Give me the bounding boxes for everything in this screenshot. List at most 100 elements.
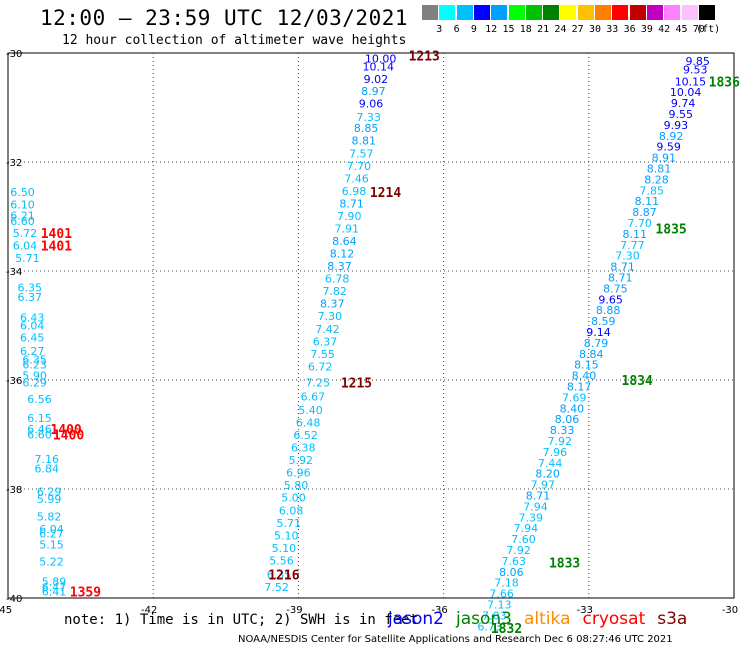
legend-tick-label: 15 <box>502 24 515 35</box>
wave-height-label: 7.91 <box>335 222 360 235</box>
wave-height-label: 8.91 <box>652 152 677 165</box>
wave-height-label: 5.89 <box>42 576 67 589</box>
wave-height-label: 8.71 <box>608 272 633 285</box>
wave-height-label: 6.04 <box>39 523 64 536</box>
wave-height-label: 8.40 <box>572 370 597 383</box>
wave-height-label: 6.41 <box>42 585 67 598</box>
wave-height-label: 7.30 <box>615 250 640 263</box>
wave-height-label: 8.11 <box>635 195 660 208</box>
wave-height-label: 6.67 <box>301 390 326 403</box>
wave-height-label: 7.92 <box>506 544 531 557</box>
wave-height-label: 8.71 <box>526 490 551 503</box>
wave-height-label: 6.60 <box>10 215 35 228</box>
legend-unit: (ft) <box>696 24 721 35</box>
wave-height-label: 6.37 <box>313 335 338 348</box>
time-label: 1833 <box>549 557 580 572</box>
wave-height-label: 7.33 <box>356 111 381 124</box>
wave-height-label: 8.71 <box>339 197 364 210</box>
wave-height-label: 7.97 <box>531 479 556 492</box>
wave-height-label: 5.10 <box>272 542 297 555</box>
wave-height-label: 6.72 <box>308 360 333 373</box>
legend-tick-label: 30 <box>588 24 602 35</box>
wave-height-label: 8.06 <box>499 566 524 579</box>
map-subtitle: 12 hour collection of altimeter wave hei… <box>62 33 407 48</box>
satellite-legend-cryosat: cryosat <box>582 609 646 629</box>
legend-swatch <box>560 5 577 20</box>
time-label: 1215 <box>341 377 372 392</box>
wave-height-label: 7.13 <box>487 599 512 612</box>
legend-swatch <box>664 5 681 20</box>
wave-height-label: 7.44 <box>538 457 563 470</box>
wave-height-label: 6.23 <box>22 359 47 372</box>
wave-height-label: 8.37 <box>320 298 345 311</box>
wave-height-label: 7.03 <box>482 609 507 622</box>
wave-height-label: 9.93 <box>664 119 689 132</box>
wave-height-label: 8.17 <box>567 381 592 394</box>
time-label: 1832 <box>491 622 522 637</box>
wave-height-label: 5.92 <box>289 454 314 467</box>
wave-height-label: 6.48 <box>296 417 321 430</box>
legend-swatch <box>698 5 715 20</box>
credits-line: NOAA/NESDIS Center for Satellite Applica… <box>238 634 673 645</box>
wave-height-label: 8.75 <box>603 282 628 295</box>
wave-height-label: 8.15 <box>574 359 599 372</box>
lon-tick-label: -36 <box>431 605 447 616</box>
wave-height-label: 7.82 <box>322 285 347 298</box>
legend-swatch <box>612 5 629 20</box>
legend-tick-label: 6 <box>453 24 460 35</box>
wave-height-label: 6.38 <box>291 442 316 455</box>
legend-swatch <box>525 5 542 20</box>
wave-height-label: 8.88 <box>596 304 621 317</box>
wave-height-label: 7.63 <box>502 555 527 568</box>
wave-height-label: 7.66 <box>489 588 514 601</box>
wave-height-label: 6.46 <box>27 423 52 436</box>
wave-height-label: 5.40 <box>298 404 323 417</box>
wave-height-label: 5.80 <box>284 479 309 492</box>
wave-height-label: 8.11 <box>623 228 648 241</box>
lat-tick-label: -40 <box>6 594 22 605</box>
legend-tick-label: 39 <box>640 24 653 35</box>
wave-height-label: 6.52 <box>293 429 318 442</box>
wave-height-label: 9.74 <box>671 97 696 110</box>
wave-height-label: 6.29 <box>22 377 47 390</box>
color-scale-legend: 3 6 9 12 15 18 21 24 27 30 33 36 39 42 45 70 (ft) <box>422 5 732 35</box>
wave-height-label: 8.59 <box>591 315 616 328</box>
lat-tick-label: -32 <box>6 158 22 169</box>
wave-height-label: 9.85 <box>685 55 710 68</box>
time-label: 1216 <box>268 569 299 584</box>
wave-height-label: 6.43 <box>20 311 45 324</box>
legend-tick-label: 42 <box>658 24 671 35</box>
legend-tick-label: 3 <box>436 24 443 35</box>
wave-height-label: 8.12 <box>330 248 355 261</box>
map-title: 12:00 – 23:59 UTC 12/03/2021 <box>40 6 409 30</box>
wave-height-label: 8.81 <box>351 135 376 148</box>
wave-height-label: 7.77 <box>620 239 645 252</box>
wave-height-label: 7.96 <box>543 446 568 459</box>
lon-tick-label: -45 <box>0 605 12 616</box>
legend-swatch <box>595 5 611 20</box>
legend-tick-label: 70 <box>692 24 705 35</box>
lat-tick-label: -30 <box>6 49 22 60</box>
wave-height-label: 5.99 <box>37 493 62 506</box>
wave-height-label: 6.37 <box>18 291 43 304</box>
wave-height-label: 9.14 <box>586 326 611 339</box>
wave-height-label: 5.71 <box>276 517 301 530</box>
time-label: 1214 <box>370 186 401 201</box>
wave-height-label: 9.02 <box>364 73 389 86</box>
lon-tick-label: -33 <box>577 605 593 616</box>
wave-height-label: 5.90 <box>22 370 47 383</box>
wave-height-label: 10.14 <box>363 61 395 74</box>
wave-height-label: 6.15 <box>27 412 52 425</box>
time-label: 1836 <box>709 75 740 90</box>
wave-height-label: 8.28 <box>644 173 669 186</box>
wave-height-label: 7.55 <box>310 348 335 361</box>
lat-tick-label: -34 <box>6 267 22 278</box>
wave-height-label: 5.22 <box>39 555 64 568</box>
wave-height-label: 6.27 <box>20 345 45 358</box>
legend-swatch <box>508 5 525 20</box>
wave-height-label: 5.56 <box>269 554 294 567</box>
wave-height-label: 6.27 <box>39 528 64 541</box>
legend-swatch <box>439 5 456 20</box>
wave-height-label: 10.04 <box>670 86 702 99</box>
wave-height-label: 10.00 <box>365 52 397 65</box>
